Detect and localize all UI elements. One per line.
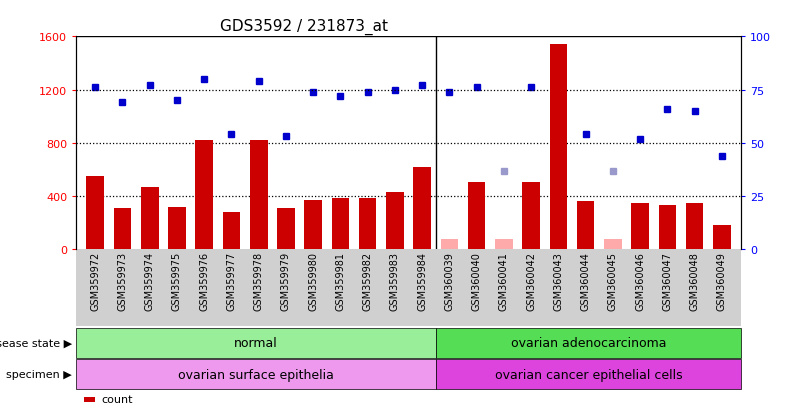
Text: count: count bbox=[101, 394, 132, 404]
Bar bbox=[304, 201, 322, 250]
Text: normal: normal bbox=[234, 336, 278, 349]
Bar bbox=[332, 198, 349, 250]
Bar bbox=[359, 198, 376, 250]
Bar bbox=[277, 209, 295, 250]
Text: GDS3592 / 231873_at: GDS3592 / 231873_at bbox=[220, 19, 388, 35]
Bar bbox=[413, 167, 431, 250]
Bar bbox=[386, 193, 404, 250]
Bar bbox=[250, 141, 268, 250]
Text: ovarian surface epithelia: ovarian surface epithelia bbox=[178, 368, 334, 381]
Bar bbox=[87, 177, 104, 250]
Text: ovarian adenocarcinoma: ovarian adenocarcinoma bbox=[511, 336, 666, 349]
Bar bbox=[549, 45, 567, 250]
Bar bbox=[604, 240, 622, 250]
Bar bbox=[577, 202, 594, 250]
Bar bbox=[631, 203, 649, 250]
Bar bbox=[495, 240, 513, 250]
Text: ovarian cancer epithelial cells: ovarian cancer epithelial cells bbox=[495, 368, 682, 381]
Bar bbox=[195, 141, 213, 250]
Bar bbox=[713, 225, 731, 250]
Text: disease state ▶: disease state ▶ bbox=[0, 338, 72, 348]
Bar bbox=[468, 182, 485, 250]
Bar bbox=[141, 188, 159, 250]
Bar bbox=[223, 213, 240, 250]
Bar bbox=[658, 206, 676, 250]
Bar bbox=[441, 240, 458, 250]
Bar bbox=[114, 209, 131, 250]
Bar bbox=[522, 182, 540, 250]
Bar bbox=[686, 203, 703, 250]
Text: specimen ▶: specimen ▶ bbox=[6, 369, 72, 379]
Bar bbox=[168, 207, 186, 250]
